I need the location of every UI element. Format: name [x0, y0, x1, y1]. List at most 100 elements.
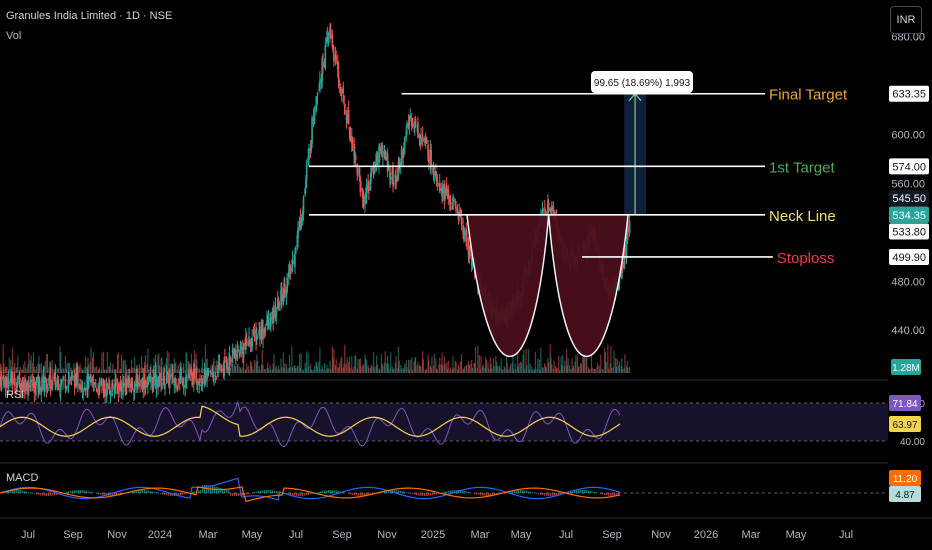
volume-bar	[439, 357, 441, 373]
volume-bar	[307, 353, 309, 373]
volume-bar	[594, 368, 596, 373]
currency-button[interactable]: INR	[890, 6, 922, 34]
volume-bar	[599, 369, 601, 373]
volume-bar	[32, 352, 35, 373]
candle-body	[147, 381, 149, 386]
volume-bar	[144, 355, 147, 373]
volume-bar	[492, 357, 495, 373]
candle-body	[131, 381, 134, 389]
volume-bar	[226, 357, 228, 373]
macd-histogram-bar	[8, 490, 10, 493]
volume-bar	[451, 369, 453, 373]
volume-bar	[206, 369, 208, 373]
volume-bar	[95, 366, 98, 373]
volume-bar	[175, 362, 177, 373]
volume-bar	[498, 365, 500, 373]
macd-histogram-bar	[538, 493, 540, 495]
volume-bar	[616, 358, 618, 373]
volume-bar	[234, 366, 236, 373]
volume-bar	[547, 358, 549, 373]
macd-histogram-bar	[446, 491, 448, 493]
volume-bar	[556, 367, 558, 373]
volume-bar	[280, 358, 282, 373]
volume-bar	[161, 356, 163, 373]
macd-histogram-bar	[482, 493, 484, 496]
volume-bar	[77, 363, 79, 373]
volume-bar	[281, 367, 283, 373]
candle-body	[136, 376, 139, 390]
volume-bar	[114, 368, 116, 373]
macd-histogram-bar	[364, 493, 366, 496]
volume-bar	[405, 360, 407, 373]
volume-bar	[193, 349, 196, 373]
volume-bar	[97, 369, 99, 373]
candle-body	[111, 383, 113, 396]
macd-histogram-bar	[26, 491, 28, 493]
macd-histogram-bar	[388, 490, 390, 493]
macd-histogram-bar	[66, 492, 68, 493]
macd-histogram-bar	[530, 491, 532, 493]
candle-body	[13, 378, 16, 387]
candle-body	[166, 371, 169, 375]
rsi-ma-line	[0, 405, 621, 437]
volume-bar	[125, 364, 127, 373]
macd-histogram-bar	[228, 490, 230, 493]
volume-bar	[403, 368, 405, 373]
volume-bar	[397, 368, 399, 373]
candle-body	[133, 383, 136, 390]
macd-histogram-bar	[488, 493, 490, 496]
volume-bar	[179, 361, 182, 373]
candle-body	[218, 363, 221, 367]
candle-body	[176, 385, 179, 390]
volume-bar	[103, 369, 105, 373]
macd-histogram-bar	[550, 493, 552, 496]
volume-bar	[457, 369, 459, 373]
volume-bar	[589, 368, 591, 373]
macd-histogram-bar	[294, 493, 296, 496]
candle-body	[44, 376, 46, 383]
volume-bar	[39, 364, 41, 373]
macd-histogram-bar	[522, 490, 524, 493]
volume-bar	[264, 369, 266, 373]
volume-bar	[59, 346, 61, 373]
volume-bar	[63, 368, 65, 373]
volume-bar	[342, 367, 344, 373]
volume-bar	[180, 363, 182, 373]
macd-histogram-bar	[50, 493, 52, 496]
candle-body	[147, 375, 150, 380]
candle-body	[319, 80, 321, 92]
volume-bar	[488, 368, 490, 373]
macd-histogram-bar	[486, 493, 488, 496]
macd-histogram-bar	[396, 490, 398, 493]
candle-body	[435, 171, 437, 177]
candle-body	[441, 191, 443, 197]
volume-bar	[452, 356, 454, 373]
volume-bar	[85, 356, 87, 373]
macd-histogram-bar	[168, 493, 170, 496]
candle-body	[336, 60, 339, 70]
candle-body	[10, 373, 13, 383]
volume-bar	[600, 354, 602, 373]
candle-body	[215, 376, 218, 380]
macd-histogram-bar	[578, 490, 580, 493]
macd-histogram-bar	[444, 491, 446, 493]
macd-histogram-bar	[90, 491, 92, 493]
volume-bar	[151, 369, 154, 373]
macd-histogram-bar	[286, 493, 288, 494]
candle-body	[286, 277, 288, 292]
candle-body	[324, 45, 327, 68]
macd-histogram-bar	[350, 493, 352, 495]
macd-histogram-bar	[528, 491, 530, 493]
macd-histogram-bar	[18, 490, 20, 493]
time-axis-label: Nov	[377, 529, 397, 541]
volume-bar	[329, 360, 331, 373]
volume-bar	[253, 369, 255, 373]
volume-bar	[239, 366, 241, 373]
macd-histogram-bar	[70, 491, 72, 493]
candle-body	[466, 238, 468, 247]
volume-bar	[79, 363, 81, 373]
volume-bar	[479, 368, 481, 373]
volume-bar	[436, 369, 438, 373]
candle-body	[160, 372, 162, 387]
